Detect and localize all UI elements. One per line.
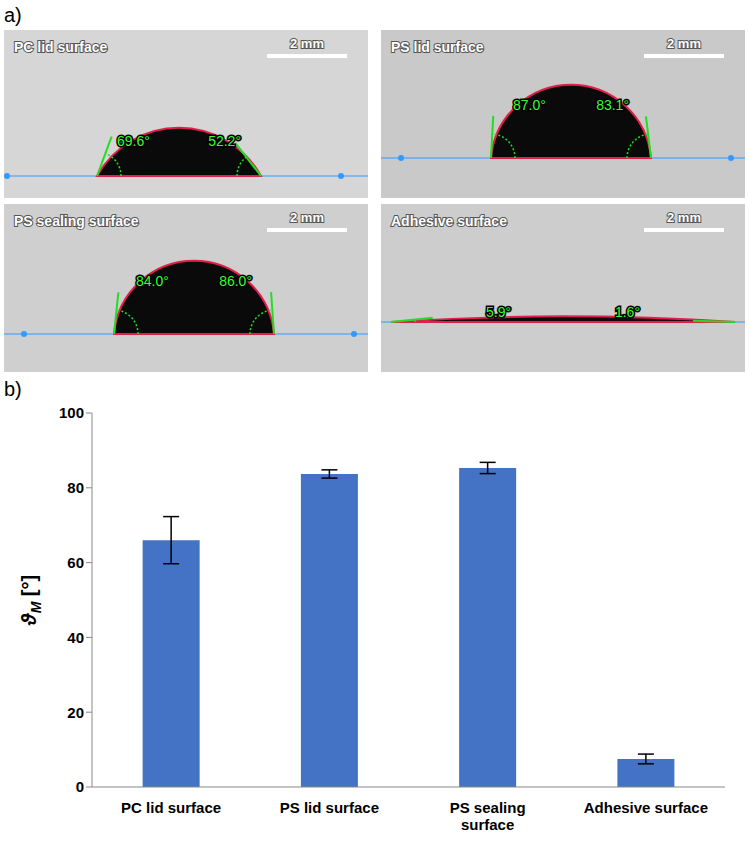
svg-text:Adhesive surface: Adhesive surface [584,799,708,816]
svg-text:100: 100 [59,404,84,421]
svg-text:83.1°: 83.1° [596,97,629,113]
svg-text:PS lid surface: PS lid surface [391,39,484,55]
svg-text:20: 20 [67,704,84,721]
svg-text:69.6°: 69.6° [117,133,150,149]
html-text:b): b) [4,378,22,400]
svg-text:PS sealing surface: PS sealing surface [14,213,139,229]
svg-text:40: 40 [67,629,84,646]
svg-text:PS sealingsurface: PS sealingsurface [450,799,526,833]
svg-text:86.0°: 86.0° [219,273,252,289]
svg-text:ϑM [°]: ϑM [°] [18,575,44,626]
svg-text:52.2°: 52.2° [208,133,241,149]
svg-text:PC lid surface: PC lid surface [121,799,221,816]
svg-text:a): a) [4,4,22,26]
svg-text:2 mm: 2 mm [290,210,324,225]
svg-text:5.9°: 5.9° [486,304,511,320]
svg-text:2 mm: 2 mm [667,210,701,225]
svg-text:0: 0 [76,778,84,795]
svg-text:60: 60 [67,554,84,571]
svg-text:2 mm: 2 mm [290,36,324,51]
svg-text:84.0°: 84.0° [136,273,169,289]
svg-text:80: 80 [67,479,84,496]
svg-text:87.0°: 87.0° [513,97,546,113]
svg-text:2 mm: 2 mm [667,36,701,51]
svg-text:1.6°: 1.6° [615,304,640,320]
svg-text:PS lid surface: PS lid surface [280,799,379,816]
svg-text:Adhesive surface: Adhesive surface [391,213,507,229]
svg-text:PC lid surface: PC lid surface [14,39,108,55]
